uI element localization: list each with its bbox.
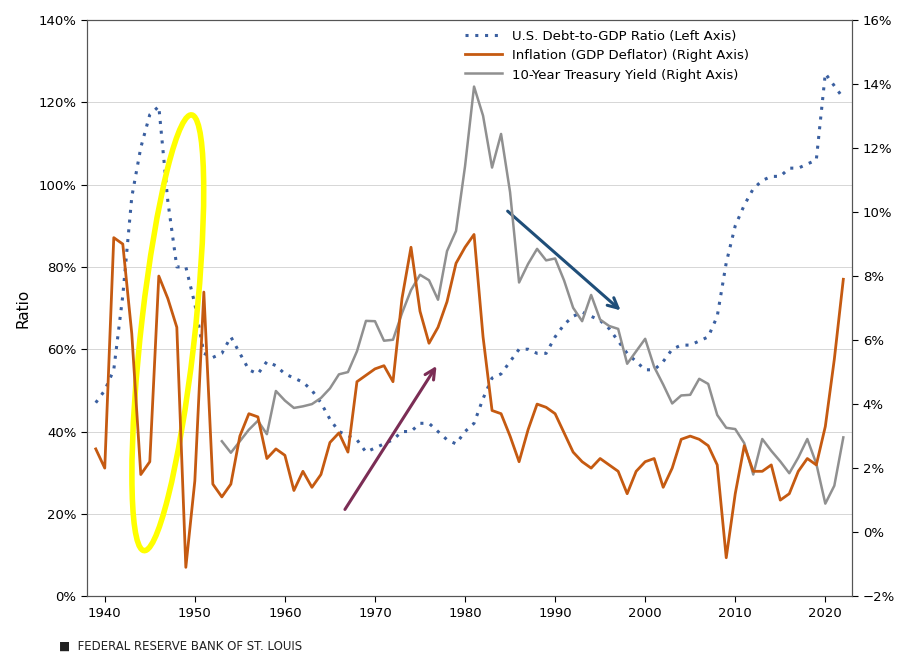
U.S. Debt-to-GDP Ratio (Left Axis)	[703, 333, 713, 341]
Inflation (GDP Deflator) (Right Axis)	[478, 333, 489, 341]
10-Year Treasury Yield (Right Axis)	[406, 286, 417, 294]
10-Year Treasury Yield (Right Axis)	[217, 438, 228, 446]
U.S. Debt-to-GDP Ratio (Left Axis)	[136, 143, 147, 151]
U.S. Debt-to-GDP Ratio (Left Axis)	[469, 419, 480, 427]
U.S. Debt-to-GDP Ratio (Left Axis)	[99, 387, 110, 395]
U.S. Debt-to-GDP Ratio (Left Axis)	[820, 69, 831, 77]
Inflation (GDP Deflator) (Right Axis)	[838, 275, 849, 283]
Line: U.S. Debt-to-GDP Ratio (Left Axis): U.S. Debt-to-GDP Ratio (Left Axis)	[96, 73, 844, 452]
10-Year Treasury Yield (Right Axis)	[469, 83, 480, 91]
10-Year Treasury Yield (Right Axis)	[757, 435, 768, 443]
Inflation (GDP Deflator) (Right Axis)	[676, 436, 687, 444]
10-Year Treasury Yield (Right Axis)	[568, 304, 579, 312]
U.S. Debt-to-GDP Ratio (Left Axis)	[360, 448, 371, 456]
Line: 10-Year Treasury Yield (Right Axis): 10-Year Treasury Yield (Right Axis)	[222, 87, 844, 504]
10-Year Treasury Yield (Right Axis)	[360, 317, 371, 325]
10-Year Treasury Yield (Right Axis)	[298, 403, 308, 410]
Inflation (GDP Deflator) (Right Axis)	[432, 323, 443, 331]
Line: Inflation (GDP Deflator) (Right Axis): Inflation (GDP Deflator) (Right Axis)	[96, 235, 844, 567]
U.S. Debt-to-GDP Ratio (Left Axis)	[667, 345, 678, 353]
Text: ■  FEDERAL RESERVE BANK OF ST. LOUIS: ■ FEDERAL RESERVE BANK OF ST. LOUIS	[59, 640, 302, 653]
U.S. Debt-to-GDP Ratio (Left Axis)	[90, 399, 101, 407]
Inflation (GDP Deflator) (Right Axis)	[99, 464, 110, 472]
Inflation (GDP Deflator) (Right Axis)	[712, 461, 723, 469]
10-Year Treasury Yield (Right Axis)	[820, 500, 831, 508]
Y-axis label: Ratio: Ratio	[15, 288, 30, 328]
Legend: U.S. Debt-to-GDP Ratio (Left Axis), Inflation (GDP Deflator) (Right Axis), 10-Ye: U.S. Debt-to-GDP Ratio (Left Axis), Infl…	[465, 30, 749, 81]
U.S. Debt-to-GDP Ratio (Left Axis)	[432, 428, 443, 436]
Inflation (GDP Deflator) (Right Axis)	[180, 563, 191, 571]
Inflation (GDP Deflator) (Right Axis)	[90, 445, 101, 453]
10-Year Treasury Yield (Right Axis)	[487, 163, 498, 171]
Inflation (GDP Deflator) (Right Axis)	[136, 471, 147, 479]
Inflation (GDP Deflator) (Right Axis)	[469, 231, 480, 239]
10-Year Treasury Yield (Right Axis)	[838, 434, 849, 442]
U.S. Debt-to-GDP Ratio (Left Axis)	[838, 95, 849, 102]
